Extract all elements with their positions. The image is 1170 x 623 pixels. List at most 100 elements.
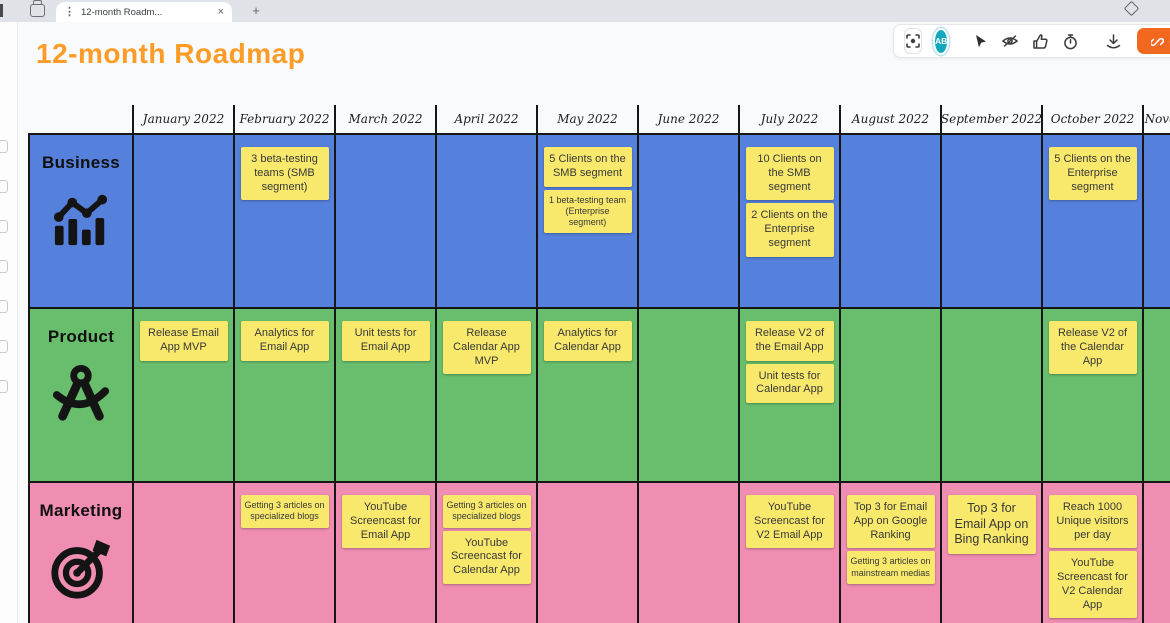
grid-cell[interactable]: Release Email App MVP xyxy=(134,309,233,481)
sticky-note[interactable]: Analytics for Calendar App xyxy=(543,321,632,361)
grid-cell[interactable] xyxy=(639,483,738,623)
board-canvas[interactable]: 12-month Roadmap AB xyxy=(0,22,1170,623)
sticky-note[interactable]: Getting 3 articles on specialized blogs xyxy=(240,495,329,528)
grid-cell[interactable]: YouTube Screencast for V2 Email App xyxy=(740,483,839,623)
grid-cell[interactable]: 10 Clients on the SMB segment 2 Clients o… xyxy=(740,135,839,307)
grid-cell[interactable]: Getting 3 articles on specialized blogs Y… xyxy=(437,483,536,623)
month-header[interactable]: November 2022 xyxy=(1142,105,1170,133)
board-title[interactable]: 12-month Roadmap xyxy=(36,38,306,69)
left-tool-icon[interactable] xyxy=(0,380,8,393)
sticky-note[interactable]: Reach 1000 Unique visitors per day xyxy=(1048,495,1137,549)
grid-cell[interactable]: Release V2 of the Email App Unit tests fo… xyxy=(740,309,839,481)
row-label-cell-business[interactable]: Business xyxy=(30,135,132,307)
window-edge-sliver xyxy=(0,4,3,17)
sticky-note[interactable]: 10 Clients on the SMB segment xyxy=(745,147,834,201)
grid-cell[interactable]: Unit tests for Email App xyxy=(336,309,435,481)
left-tool-icon[interactable] xyxy=(0,260,8,273)
grid-cell[interactable]: 5 Clients on the Enterprise segment xyxy=(1043,135,1142,307)
grid-cell[interactable] xyxy=(639,135,738,307)
browser-tab-bar: ⋮ 12-month Roadm... × + xyxy=(0,0,1170,22)
eye-icon[interactable] xyxy=(1001,32,1019,50)
kebab-icon[interactable]: ⋮ xyxy=(64,5,75,18)
sticky-note[interactable]: YouTube Screencast for V2 Email App xyxy=(745,495,834,549)
sticky-note[interactable]: YouTube Screencast for Email App xyxy=(341,495,430,549)
grid-cell[interactable]: Getting 3 articles on specialized blogs xyxy=(235,483,334,623)
month-header[interactable]: August 2022 xyxy=(839,105,940,133)
left-tool-icon[interactable] xyxy=(0,340,8,353)
row-label: Business xyxy=(42,153,120,172)
grid-cell[interactable] xyxy=(1144,309,1170,481)
sticky-note[interactable]: Release V2 of the Email App xyxy=(745,321,834,361)
top-toolbar: AB Shar xyxy=(893,24,1170,58)
sticky-note[interactable]: 5 Clients on the Enterprise segment xyxy=(1048,147,1137,201)
left-tool-icon[interactable] xyxy=(0,220,8,233)
sticky-note[interactable]: Unit tests for Calendar App xyxy=(745,363,834,403)
grid-cell[interactable]: 3 beta-testing teams (SMB segment) xyxy=(235,135,334,307)
month-header[interactable]: March 2022 xyxy=(334,105,435,133)
grid-cell[interactable] xyxy=(639,309,738,481)
month-header[interactable]: October 2022 xyxy=(1041,105,1142,133)
grid-cell[interactable]: YouTube Screencast for Email App xyxy=(336,483,435,623)
month-header[interactable]: February 2022 xyxy=(233,105,334,133)
month-header[interactable]: September 2022 xyxy=(940,105,1042,133)
folder-icon[interactable] xyxy=(30,0,45,17)
grid-cell[interactable] xyxy=(1144,483,1170,623)
month-header[interactable]: May 2022 xyxy=(536,105,637,133)
sticky-note[interactable]: Top 3 for Email App on Bing Ranking xyxy=(947,495,1036,554)
left-tool-icon[interactable] xyxy=(0,300,8,313)
grid-cell[interactable]: Reach 1000 Unique visitors per day YouTub… xyxy=(1043,483,1142,623)
link-icon xyxy=(1151,37,1165,46)
sticky-note[interactable]: Release Calendar App MVP xyxy=(442,321,531,375)
left-tool-icon[interactable] xyxy=(0,180,8,193)
grid-cell[interactable]: Analytics for Calendar App xyxy=(538,309,637,481)
diamond-icon[interactable] xyxy=(1123,0,1140,17)
sticky-note[interactable]: 3 beta-testing teams (SMB segment) xyxy=(240,147,329,201)
month-header[interactable]: June 2022 xyxy=(637,105,738,133)
grid-cell[interactable] xyxy=(942,135,1041,307)
sticky-note[interactable]: YouTube Screencast for V2 Calendar App xyxy=(1048,551,1137,619)
grid-cell[interactable]: 5 Clients on the SMB segment 1 beta-testi… xyxy=(538,135,637,307)
month-header[interactable]: January 2022 xyxy=(132,105,233,133)
grid-cell[interactable] xyxy=(841,309,940,481)
sticky-note[interactable]: Top 3 for Email App on Google Ranking xyxy=(846,495,935,549)
sticky-note[interactable]: Release V2 of the Calendar App xyxy=(1048,321,1137,375)
tab-title: 12-month Roadm... xyxy=(81,6,163,18)
grid-cell[interactable] xyxy=(942,309,1041,481)
grid-cell[interactable] xyxy=(841,135,940,307)
grid-cell[interactable] xyxy=(1144,135,1170,307)
grid-cell[interactable] xyxy=(134,135,233,307)
sticky-note[interactable]: 2 Clients on the Enterprise segment xyxy=(745,203,834,257)
grid-cell[interactable]: Release Calendar App MVP xyxy=(437,309,536,481)
pointer-icon[interactable] xyxy=(973,32,988,50)
frame-capture-button[interactable] xyxy=(904,28,922,54)
sticky-note[interactable]: Release Email App MVP xyxy=(139,321,228,361)
browser-tab[interactable]: ⋮ 12-month Roadm... × xyxy=(56,2,232,22)
download-icon[interactable] xyxy=(1105,32,1122,50)
grid-cell[interactable]: Top 3 for Email App on Bing Ranking xyxy=(942,483,1041,623)
sticky-note[interactable]: YouTube Screencast for Calendar App xyxy=(442,530,531,584)
grid-cell[interactable]: Release V2 of the Calendar App xyxy=(1043,309,1142,481)
sticky-note[interactable]: 1 beta-testing team (Enterprise segment) xyxy=(543,189,632,234)
row-label-cell-product[interactable]: Product xyxy=(30,309,132,481)
grid-cell[interactable] xyxy=(437,135,536,307)
sticky-note[interactable]: Getting 3 articles on specialized blogs xyxy=(442,495,531,528)
grid-cell[interactable] xyxy=(538,483,637,623)
tab-close-icon[interactable]: × xyxy=(217,6,224,18)
row-label-cell-marketing[interactable]: Marketing xyxy=(30,483,132,623)
thumbs-up-icon[interactable] xyxy=(1032,32,1049,50)
month-header[interactable]: July 2022 xyxy=(738,105,839,133)
sticky-note[interactable]: Analytics for Email App xyxy=(240,321,329,361)
grid-cell[interactable] xyxy=(134,483,233,623)
sticky-note[interactable]: Getting 3 articles on mainstream medias xyxy=(846,551,935,584)
month-header[interactable]: April 2022 xyxy=(435,105,536,133)
timer-icon[interactable] xyxy=(1062,32,1079,50)
share-button[interactable]: Share xyxy=(1137,28,1170,54)
new-tab-button[interactable]: + xyxy=(252,3,260,18)
sticky-note[interactable]: 5 Clients on the SMB segment xyxy=(543,147,632,187)
grid-cell[interactable] xyxy=(336,135,435,307)
sticky-note[interactable]: Unit tests for Email App xyxy=(341,321,430,361)
grid-cell[interactable]: Top 3 for Email App on Google Ranking Get… xyxy=(841,483,940,623)
avatar[interactable]: AB xyxy=(935,29,948,53)
grid-cell[interactable]: Analytics for Email App xyxy=(235,309,334,481)
left-tool-icon[interactable] xyxy=(0,140,8,153)
